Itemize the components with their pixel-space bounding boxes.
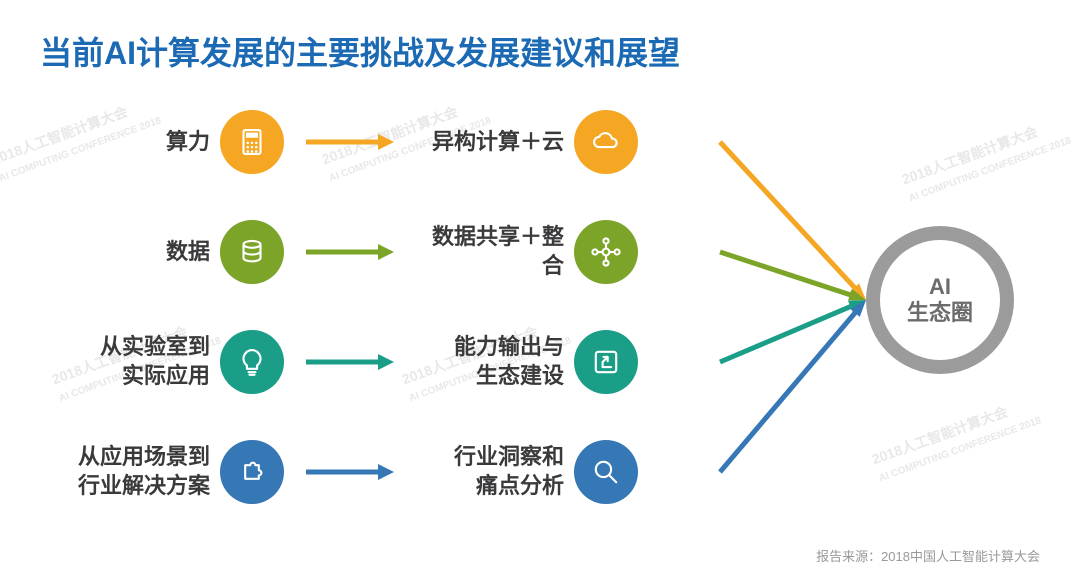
- arrow-icon: [304, 242, 394, 262]
- network-icon: [574, 220, 638, 284]
- target-line2: 生态圈: [907, 300, 973, 326]
- target-circle: AI 生态圈: [866, 226, 1014, 374]
- challenge-label: 数据: [40, 238, 210, 267]
- database-icon: [220, 220, 284, 284]
- target-line1: AI: [929, 274, 951, 300]
- arrow-icon: [304, 462, 394, 482]
- challenge-label: 从应用场景到行业解决方案: [40, 443, 210, 500]
- calculator-icon: [220, 110, 284, 174]
- challenge-label: 算力: [40, 128, 210, 157]
- suggestion-label: 数据共享＋整合: [414, 223, 564, 280]
- suggestion-label: 异构计算＋云: [414, 128, 564, 157]
- arrow-icon: [304, 352, 394, 372]
- search-icon: [574, 440, 638, 504]
- watermark: 2018人工智能计算大会AI COMPUTING CONFERENCE 2018: [899, 112, 1073, 205]
- page-title: 当前AI计算发展的主要挑战及发展建议和展望: [40, 28, 680, 74]
- footer-source: 报告来源：2018中国人工智能计算大会: [816, 546, 1040, 565]
- arrow-icon: [304, 132, 394, 152]
- cloud-icon: [574, 110, 638, 174]
- flow-row-2: 从实验室到实际应用 能力输出与生态建设: [40, 330, 638, 394]
- target-inner: AI 生态圈: [880, 240, 1000, 360]
- suggestion-label: 能力输出与生态建设: [414, 333, 564, 390]
- bulb-icon: [220, 330, 284, 394]
- flow-row-0: 算力 异构计算＋云: [40, 110, 638, 174]
- flow-row-3: 从应用场景到行业解决方案 行业洞察和痛点分析: [40, 440, 638, 504]
- puzzle-icon: [220, 440, 284, 504]
- suggestion-label: 行业洞察和痛点分析: [414, 443, 564, 500]
- watermark: 2018人工智能计算大会AI COMPUTING CONFERENCE 2018: [869, 392, 1043, 485]
- flow-row-1: 数据 数据共享＋整合: [40, 220, 638, 284]
- challenge-label: 从实验室到实际应用: [40, 333, 210, 390]
- share-icon: [574, 330, 638, 394]
